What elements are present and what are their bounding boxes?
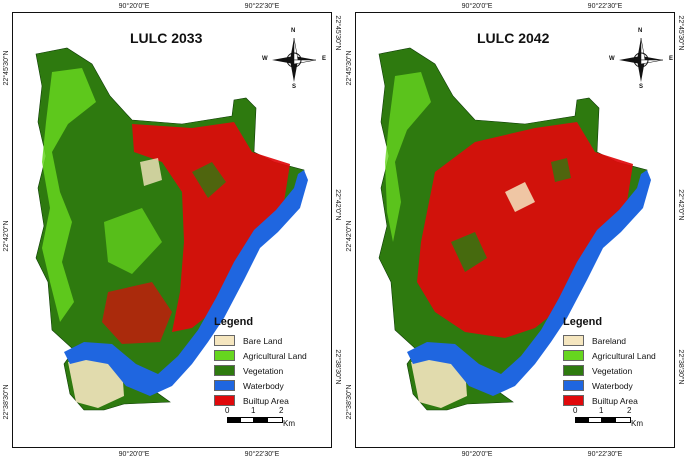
legend: Legend Bare Land Agricultural Land Veget… bbox=[214, 316, 310, 408]
scale-label-1: 1 bbox=[599, 406, 604, 415]
left-tick-1: 22°45'30"N bbox=[346, 50, 353, 86]
legend-swatch bbox=[214, 395, 235, 406]
legend-item: Builtup Area bbox=[214, 393, 310, 408]
legend-title: Legend bbox=[214, 316, 254, 328]
map-title: LULC 2033 bbox=[130, 30, 203, 46]
right-tick-3: 22°38'30"N bbox=[334, 349, 341, 385]
right-tick-1: 22°45'30"N bbox=[334, 15, 341, 51]
right-tick-2: 22°42'0"N bbox=[677, 189, 684, 221]
right-tick-1: 22°45'30"N bbox=[677, 15, 684, 51]
legend-label: Vegetation bbox=[592, 365, 633, 376]
compass-e: E bbox=[322, 56, 327, 62]
scale-label-0: 0 bbox=[225, 406, 230, 415]
scale-unit: Km bbox=[283, 419, 295, 428]
legend-swatch bbox=[563, 395, 584, 406]
map-panel-2042: 90°20'0"E 90°22'30"E 90°20'0"E 90°22'30"… bbox=[346, 3, 684, 458]
top-tick-2: 90°22'30"E bbox=[244, 3, 280, 10]
compass-w: W bbox=[609, 56, 615, 62]
left-tick-3: 22°38'30"N bbox=[3, 384, 10, 420]
left-tick-2: 22°42'0"N bbox=[3, 220, 10, 252]
legend-label: Waterbody bbox=[592, 380, 633, 391]
legend-label: Builtup Area bbox=[243, 395, 289, 406]
map-panel-2033: 90°20'0"E 90°22'30"E 90°20'0"E 90°22'30"… bbox=[3, 3, 341, 458]
legend-label: Bareland bbox=[592, 335, 627, 346]
scale-segment bbox=[615, 417, 631, 423]
scale-label-2: 2 bbox=[279, 406, 284, 415]
compass-s: S bbox=[292, 84, 297, 90]
legend-swatch bbox=[563, 335, 584, 346]
legend-label: Agricultural Land bbox=[243, 350, 307, 361]
legend-label: Waterbody bbox=[243, 380, 284, 391]
study-area-2033 bbox=[35, 47, 305, 411]
bottom-tick-1: 90°20'0"E bbox=[461, 451, 493, 458]
river-waterbody bbox=[407, 170, 651, 396]
legend-item: Bare Land bbox=[214, 333, 310, 348]
north-arrow-icon: N S W E bbox=[262, 28, 326, 90]
legend-label: Bare Land bbox=[243, 335, 283, 346]
legend-label: Builtup Area bbox=[592, 395, 638, 406]
left-tick-1: 22°45'30"N bbox=[3, 50, 10, 86]
legend-item: Agricultural Land bbox=[214, 348, 310, 363]
scale-label-0: 0 bbox=[573, 406, 578, 415]
compass-s: S bbox=[639, 84, 644, 90]
scale-label-1: 1 bbox=[251, 406, 256, 415]
legend-swatch bbox=[563, 380, 584, 391]
river-waterbody bbox=[64, 170, 308, 396]
top-tick-1: 90°20'0"E bbox=[461, 3, 493, 10]
compass-n: N bbox=[291, 28, 296, 34]
legend-item: Vegetation bbox=[214, 363, 310, 378]
legend-item: Agricultural Land bbox=[563, 348, 659, 363]
legend-item: Waterbody bbox=[214, 378, 310, 393]
left-tick-3: 22°38'30"N bbox=[346, 384, 353, 420]
right-tick-3: 22°38'30"N bbox=[677, 349, 684, 385]
top-tick-2: 90°22'30"E bbox=[587, 3, 623, 10]
legend-swatch bbox=[214, 380, 235, 391]
legend-swatch bbox=[563, 350, 584, 361]
legend-swatch bbox=[563, 365, 584, 376]
study-area-2042 bbox=[378, 47, 648, 411]
map-title: LULC 2042 bbox=[477, 30, 550, 46]
scale-unit: Km bbox=[631, 419, 643, 428]
bottom-tick-1: 90°20'0"E bbox=[118, 451, 150, 458]
compass-n: N bbox=[638, 28, 643, 34]
scale-bar: 0 1 2 Km bbox=[225, 406, 305, 432]
left-tick-2: 22°42'0"N bbox=[346, 220, 353, 252]
compass-w: W bbox=[262, 56, 268, 62]
north-arrow-icon: N S W E bbox=[609, 28, 673, 90]
right-tick-2: 22°42'0"N bbox=[334, 189, 341, 221]
legend-item: Builtup Area bbox=[563, 393, 659, 408]
legend-item: Vegetation bbox=[563, 363, 659, 378]
legend-swatch bbox=[214, 335, 235, 346]
scale-label-2: 2 bbox=[627, 406, 632, 415]
legend-swatch bbox=[214, 365, 235, 376]
scale-segment bbox=[267, 417, 283, 423]
top-tick-1: 90°20'0"E bbox=[118, 3, 150, 10]
scale-bar: 0 1 2 Km bbox=[573, 406, 653, 432]
bottom-tick-2: 90°22'30"E bbox=[244, 451, 280, 458]
legend-swatch bbox=[214, 350, 235, 361]
legend: Legend Bareland Agricultural Land Vegeta… bbox=[563, 316, 659, 408]
legend-item: Bareland bbox=[563, 333, 659, 348]
map-canvas-2042 bbox=[355, 12, 675, 448]
compass-e: E bbox=[669, 56, 674, 62]
legend-label: Vegetation bbox=[243, 365, 284, 376]
legend-label: Agricultural Land bbox=[592, 350, 656, 361]
legend-item: Waterbody bbox=[563, 378, 659, 393]
legend-title: Legend bbox=[563, 316, 603, 328]
map-canvas-2033 bbox=[12, 12, 332, 448]
bottom-tick-2: 90°22'30"E bbox=[587, 451, 623, 458]
